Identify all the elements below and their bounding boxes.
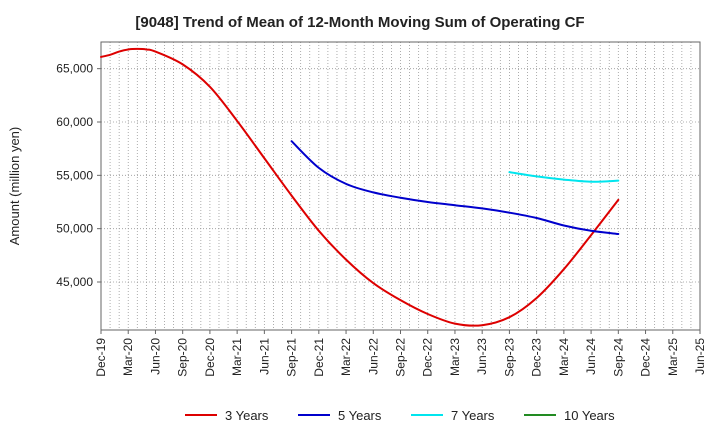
y-tick-label: 45,000 <box>56 275 93 289</box>
x-tick-label: Jun-23 <box>475 338 489 375</box>
x-tick-label: Mar-25 <box>666 338 680 376</box>
grid <box>101 42 700 330</box>
legend-label: 10 Years <box>564 408 615 423</box>
legend-item-3-years: 3 Years <box>185 408 269 423</box>
y-tick-label: 50,000 <box>56 222 93 236</box>
x-tick-label: Mar-23 <box>448 338 462 376</box>
x-tick-label: Sep-21 <box>285 338 299 377</box>
y-axis-ticks: 45,000 50,000 55,000 60,000 65,000 <box>56 62 101 289</box>
series-line-5-years <box>290 140 620 235</box>
legend-label: 3 Years <box>225 408 269 423</box>
y-tick-label: 55,000 <box>56 168 93 182</box>
legend-item-7-years: 7 Years <box>411 408 495 423</box>
series-line-7-years <box>508 171 620 183</box>
x-tick-label: Jun-20 <box>148 338 162 375</box>
x-tick-label: Mar-22 <box>339 338 353 376</box>
x-tick-label: Mar-21 <box>230 338 244 376</box>
series-lines <box>100 47 620 327</box>
x-tick-label: Dec-20 <box>203 338 217 377</box>
x-tick-label: Mar-24 <box>557 338 571 376</box>
x-tick-label: Jun-25 <box>693 338 707 375</box>
legend-label: 7 Years <box>451 408 495 423</box>
legend: 3 Years 5 Years 7 Years 10 Years <box>185 408 615 423</box>
x-tick-label: Dec-22 <box>421 338 435 377</box>
x-tick-label: Dec-24 <box>639 338 653 377</box>
x-tick-label: Dec-23 <box>530 338 544 377</box>
y-tick-label: 60,000 <box>56 115 93 129</box>
y-axis-label: Amount (million yen) <box>7 127 22 246</box>
legend-item-10-years: 10 Years <box>524 408 615 423</box>
series-line-3-years <box>100 47 620 327</box>
x-tick-label: Dec-21 <box>312 338 326 377</box>
x-tick-label: Jun-21 <box>257 338 271 375</box>
x-tick-label: Dec-19 <box>94 338 108 377</box>
x-tick-label: Sep-22 <box>394 338 408 377</box>
legend-item-5-years: 5 Years <box>298 408 382 423</box>
x-tick-label: Mar-20 <box>121 338 135 376</box>
x-tick-label: Jun-22 <box>366 338 380 375</box>
chart-title: [9048] Trend of Mean of 12-Month Moving … <box>135 14 585 31</box>
y-tick-label: 65,000 <box>56 62 93 76</box>
x-tick-label: Sep-24 <box>611 338 625 377</box>
x-axis-ticks: Dec-19 Mar-20 Jun-20 Sep-20 Dec-20 Mar-21 Jun-… <box>94 330 707 377</box>
legend-label: 5 Years <box>338 408 382 423</box>
x-tick-label: Sep-23 <box>502 338 516 377</box>
x-tick-label: Jun-24 <box>584 338 598 375</box>
x-tick-label: Sep-20 <box>176 338 190 377</box>
